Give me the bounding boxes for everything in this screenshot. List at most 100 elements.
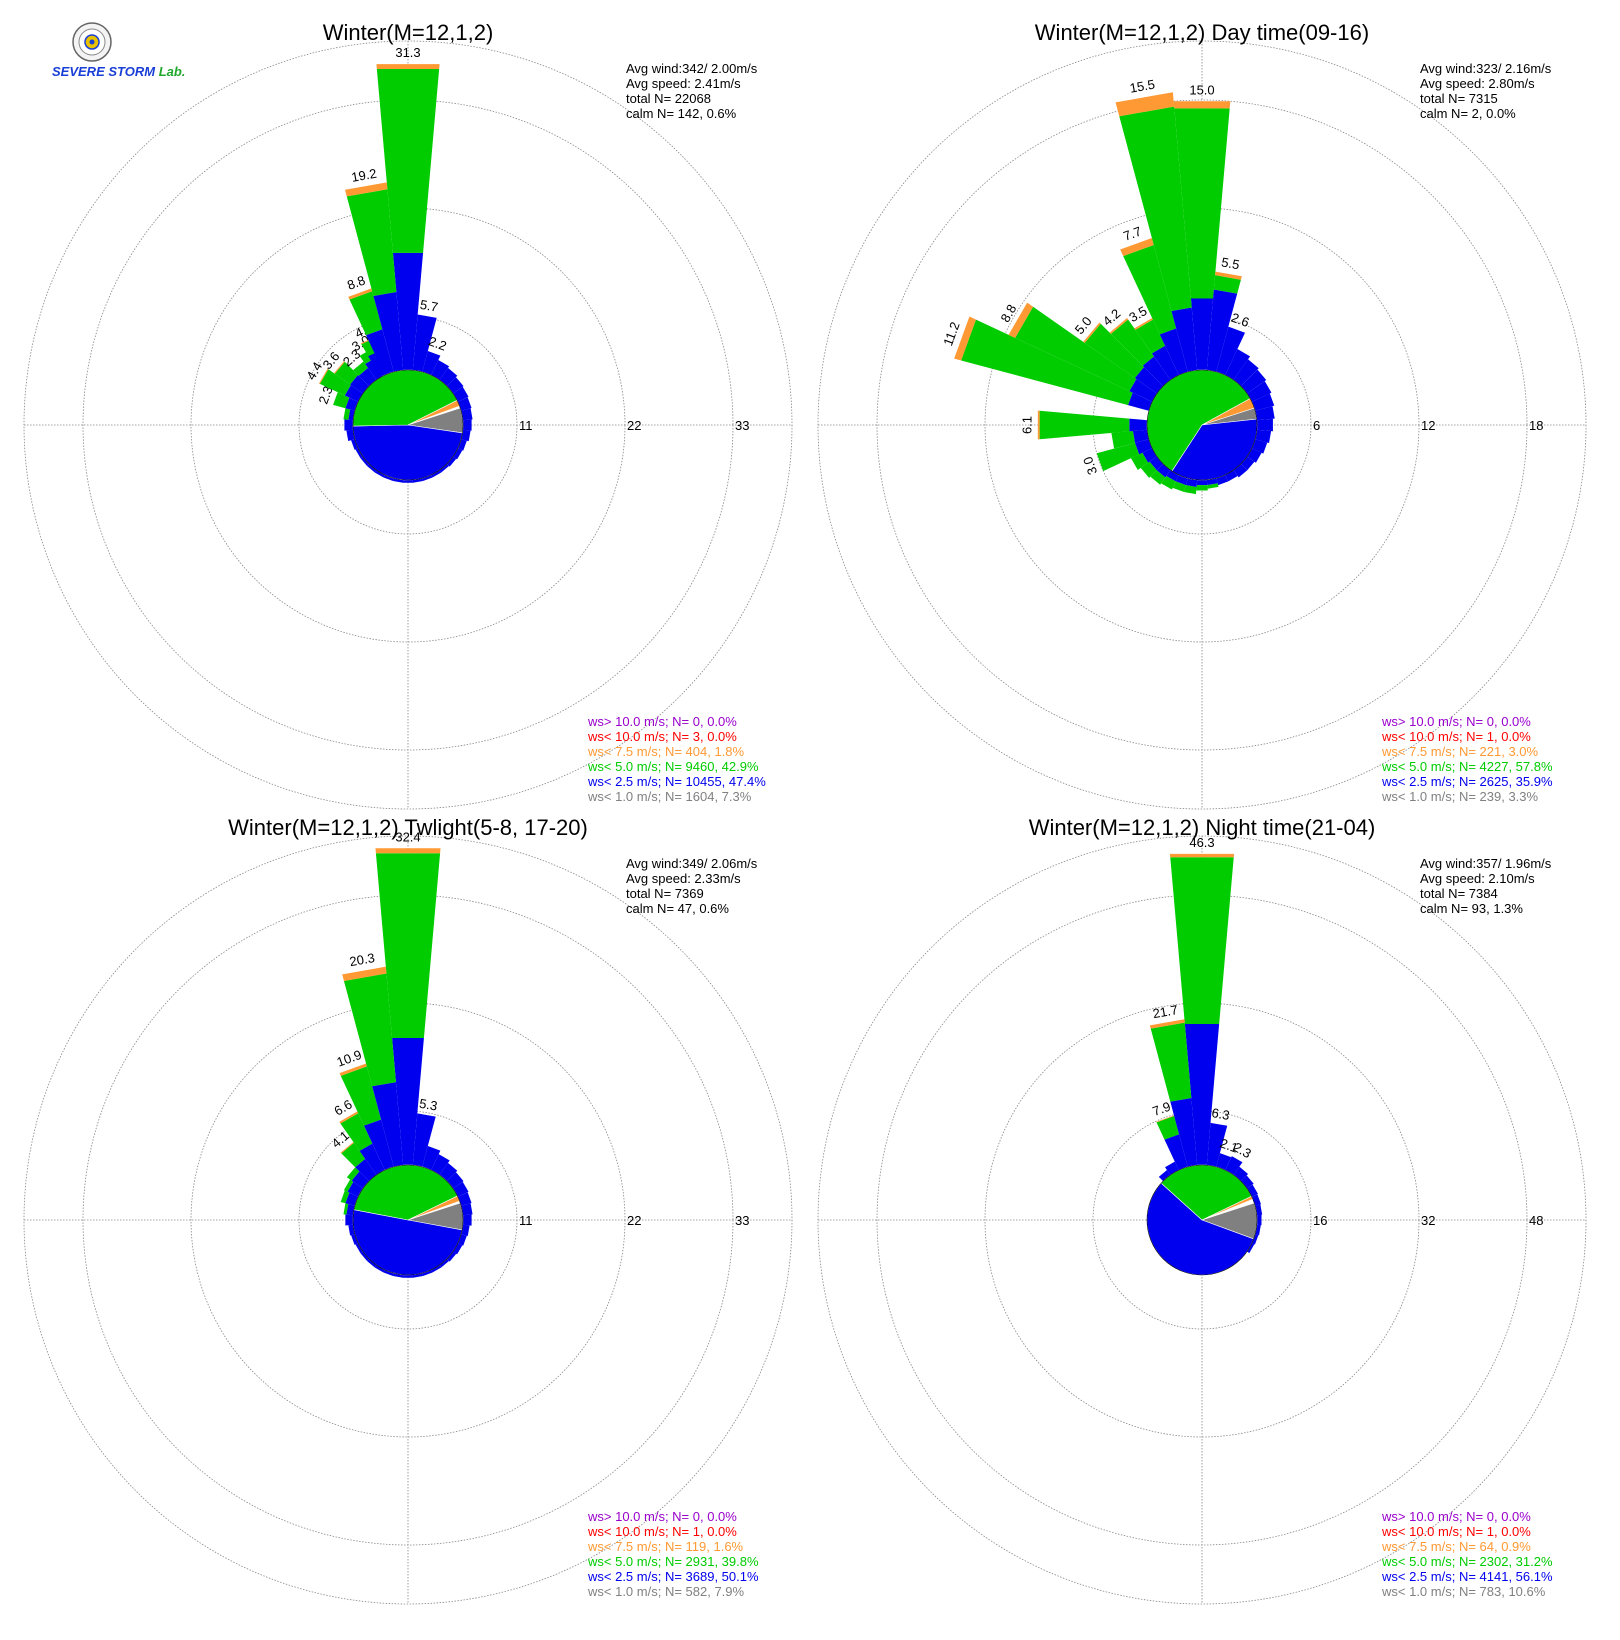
legend-entry: ws> 10.0 m/s; N= 0, 0.0% xyxy=(1381,714,1531,729)
bar-segment-lt75 xyxy=(333,361,345,374)
bar-value-label: 3.0 xyxy=(1080,455,1100,477)
bar-segment-lt5 xyxy=(1161,475,1176,490)
ring-label: 33 xyxy=(735,418,749,433)
bar-segment-lt25 xyxy=(346,429,355,442)
bar-value-label: 2.2 xyxy=(427,333,449,353)
legend-entry: ws< 5.0 m/s; N= 9460, 42.9% xyxy=(587,759,759,774)
legend-entry: ws< 1.0 m/s; N= 239, 3.3% xyxy=(1381,789,1539,804)
bar-segment-lt5 xyxy=(1156,1116,1180,1140)
bar-segment-lt25 xyxy=(355,1158,377,1182)
bar-segment-lt5 xyxy=(1135,319,1166,354)
bar-segment-lt25 xyxy=(1196,479,1208,486)
bar-segment-lt75 xyxy=(339,1111,359,1124)
bar-segment-lt25 xyxy=(422,1146,441,1171)
bar-segment-lt25 xyxy=(1206,478,1218,486)
bar-value-label: 7.9 xyxy=(1150,1099,1172,1119)
bar-segment-lt5 xyxy=(961,319,1133,406)
bar-segment-lt5 xyxy=(1015,306,1137,392)
bar-segment-lt25 xyxy=(383,474,394,481)
bar-segment-lt25 xyxy=(1251,393,1275,411)
ring-label: 11 xyxy=(519,418,533,433)
bar-segment-lt5 xyxy=(1111,431,1135,449)
ring-label: 33 xyxy=(735,1213,749,1228)
bar-segment-lt25 xyxy=(351,1171,370,1189)
bar-value-label: 11.2 xyxy=(940,320,962,348)
bar-segment-lt25 xyxy=(446,1251,457,1262)
legend-entry: ws< 5.0 m/s; N= 4227, 57.8% xyxy=(1381,759,1553,774)
bar-segment-lt75 xyxy=(1120,237,1154,257)
bar-segment-lt75 xyxy=(1169,853,1235,858)
windrose-panel-3: 11 22 3332.45.34.16.610.920.3Winter(M=12,1… xyxy=(23,815,793,1605)
bar-segment-lt25 xyxy=(373,291,404,372)
bar-segment-lt25 xyxy=(1129,378,1157,402)
bar-segment-lt5 xyxy=(319,369,351,396)
bar-segment-lt25 xyxy=(383,1269,394,1276)
bar-value-label: 20.3 xyxy=(348,950,376,969)
bar-segment-lt25 xyxy=(1247,1184,1258,1197)
legend-entry: ws< 1.0 m/s; N= 783, 10.6% xyxy=(1381,1584,1546,1599)
bar-segment-lt5 xyxy=(1170,857,1234,1024)
bar-segment-lt25 xyxy=(446,1172,464,1189)
bar-segment-lt25 xyxy=(1240,369,1267,394)
bar-segment-lt5 xyxy=(334,361,359,385)
bar-segment-lt25 xyxy=(453,386,469,402)
legend-entry: ws< 10.0 m/s; N= 1, 0.0% xyxy=(587,1524,737,1539)
bar-segment-lt25 xyxy=(1159,328,1188,376)
bar-segment-lt25 xyxy=(351,439,359,450)
bar-segment-lt25 xyxy=(358,367,377,387)
bar-segment-lt25 xyxy=(402,1274,414,1278)
bar-segment-lt25 xyxy=(461,408,473,421)
bar-value-label: 6.3 xyxy=(1210,1105,1230,1123)
bar-segment-lt25 xyxy=(1166,470,1179,482)
legend-entry: ws< 2.5 m/s; N= 2625, 35.9% xyxy=(1381,774,1553,789)
stats-avg-speed: Avg speed: 2.80m/s xyxy=(1420,76,1535,91)
bar-segment-lt25 xyxy=(412,314,437,372)
bar-segment-lt25 xyxy=(457,1192,472,1206)
bar-segment-lt5 xyxy=(1123,244,1177,335)
bar-segment-lt25 xyxy=(364,1119,394,1171)
stats-total: total N= 7369 xyxy=(626,886,704,901)
bar-segment-lt5 xyxy=(1213,275,1241,294)
stats-total: total N= 7384 xyxy=(1420,886,1498,901)
bar-segment-lt75 xyxy=(1083,322,1101,343)
bar-segment-lt25 xyxy=(345,1192,359,1206)
windrose-panel-4: 16 32 4846.36.32.12.37.921.7Winter(M=12,1,… xyxy=(817,815,1587,1605)
bar-segment-lt25 xyxy=(355,1243,363,1254)
bar-segment-lt75 xyxy=(348,288,373,300)
bar-segment-lt25 xyxy=(1142,356,1171,387)
bar-segment-lt25 xyxy=(1247,1243,1255,1254)
bar-segment-lt75 xyxy=(1037,410,1040,440)
bar-segment-lt25 xyxy=(1216,1153,1232,1171)
bar-segment-lt25 xyxy=(367,463,377,473)
bar-segment-lt25 xyxy=(461,429,471,442)
bar-segment-lt5 xyxy=(333,392,350,409)
bar-segment-lt25 xyxy=(446,377,464,394)
chart-title: Winter(M=12,1,2) Twlight(5-8, 17-20) xyxy=(228,815,588,840)
bar-value-label: 5.3 xyxy=(418,1096,438,1114)
lab-logo-text: SEVERE STORM Lab. xyxy=(52,64,186,79)
grid-ring-outer xyxy=(817,40,1587,810)
bar-segment-lt25 xyxy=(372,1082,404,1167)
bar-value-label: 32.4 xyxy=(395,829,420,844)
legend-entry: ws< 1.0 m/s; N= 582, 7.9% xyxy=(587,1584,745,1599)
bar-value-label: 2.1 xyxy=(1218,1135,1240,1155)
bar-segment-lt5 xyxy=(340,1066,382,1126)
stats-calm: calm N= 2, 0.0% xyxy=(1420,106,1516,121)
bar-segment-lt25 xyxy=(439,1162,458,1182)
bar-segment-lt75 xyxy=(1008,302,1034,338)
bar-value-label: 15.0 xyxy=(1189,82,1214,97)
bar-value-label: 2.6 xyxy=(1229,310,1251,330)
bar-segment-lt25 xyxy=(1247,381,1272,402)
bar-segment-lt25 xyxy=(1251,439,1268,454)
bar-segment-lt25 xyxy=(1255,429,1272,443)
bar-segment-lt25 xyxy=(345,397,359,411)
bar-segment-lt5 xyxy=(343,1203,349,1215)
bar-segment-lt25 xyxy=(1142,448,1157,463)
legend-entry: ws< 7.5 m/s; N= 64, 0.9% xyxy=(1381,1539,1531,1554)
bar-segment-lt25 xyxy=(1251,1234,1259,1245)
bar-segment-lt25 xyxy=(1134,439,1153,455)
bar-segment-lt25 xyxy=(351,1234,359,1245)
bar-value-label: 21.7 xyxy=(1152,1002,1180,1021)
bar-segment-lt25 xyxy=(393,478,404,483)
chart-title: Winter(M=12,1,2) Night time(21-04) xyxy=(1029,815,1376,840)
